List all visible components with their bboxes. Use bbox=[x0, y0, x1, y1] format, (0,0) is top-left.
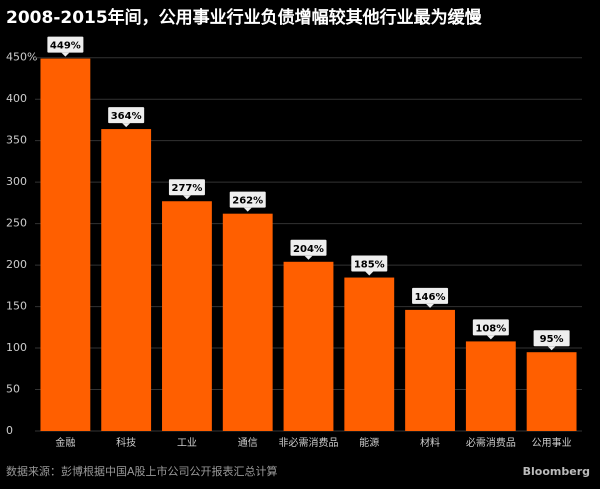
value-label-box bbox=[168, 179, 205, 196]
value-label: 449% bbox=[50, 41, 81, 52]
x-tick-label: 能源 bbox=[359, 436, 379, 449]
value-label-box bbox=[108, 107, 145, 124]
y-tick-label: 0 bbox=[6, 424, 13, 437]
y-tick-label: 450% bbox=[6, 51, 37, 64]
y-tick-label: 100 bbox=[6, 341, 27, 354]
brand: Bloomberg bbox=[523, 465, 590, 478]
x-tick-label: 非必需消费品 bbox=[279, 436, 339, 449]
value-label-box bbox=[47, 36, 84, 53]
value-label: 95% bbox=[540, 334, 564, 345]
y-tick-label: 300 bbox=[6, 175, 27, 188]
bar bbox=[162, 201, 212, 431]
value-label: 185% bbox=[354, 260, 385, 271]
value-label: 262% bbox=[232, 196, 263, 207]
value-label: 108% bbox=[475, 323, 506, 334]
x-tick-label: 材料 bbox=[420, 436, 440, 449]
y-tick-label: 200 bbox=[6, 258, 27, 271]
value-label: 364% bbox=[111, 111, 142, 122]
value-label-box bbox=[229, 191, 266, 208]
bar bbox=[222, 213, 273, 431]
value-label-box bbox=[533, 330, 570, 347]
y-tick-label: 400 bbox=[6, 92, 27, 105]
value-label: 204% bbox=[293, 244, 324, 255]
x-tick-label: 科技 bbox=[116, 436, 136, 449]
x-tick-label: 公用事业 bbox=[532, 436, 572, 449]
value-label-pointer bbox=[547, 346, 556, 351]
bar bbox=[283, 261, 334, 431]
bar bbox=[344, 277, 395, 431]
value-label-pointer bbox=[365, 271, 374, 276]
x-tick-label: 必需消费品 bbox=[466, 436, 516, 449]
value-label-pointer bbox=[304, 255, 313, 260]
bar bbox=[405, 309, 455, 431]
value-label-box bbox=[412, 287, 449, 304]
y-tick-label: 50 bbox=[6, 383, 20, 396]
value-label-pointer bbox=[182, 195, 191, 200]
value-label-pointer bbox=[61, 52, 70, 57]
bar bbox=[40, 58, 91, 431]
value-label-pointer bbox=[243, 207, 252, 212]
value-label-pointer bbox=[426, 303, 435, 308]
bar bbox=[465, 341, 516, 431]
x-tick-label: 工业 bbox=[177, 437, 197, 449]
y-tick-label: 150 bbox=[6, 300, 27, 313]
value-label-box bbox=[290, 239, 327, 256]
value-label-pointer bbox=[486, 335, 495, 340]
value-label-box bbox=[472, 319, 509, 336]
value-label-box bbox=[351, 255, 388, 272]
source-note: 数据来源：彭博根据中国A股上市公司公开报表汇总计算 bbox=[6, 464, 278, 478]
chart-title: 2008-2015年间，公用事业行业负债增幅较其他行业最为缓慢 bbox=[6, 7, 483, 28]
bar bbox=[526, 352, 577, 431]
x-tick-label: 金融 bbox=[55, 436, 75, 449]
y-tick-label: 250 bbox=[6, 217, 27, 230]
bar bbox=[101, 129, 152, 431]
value-label-pointer bbox=[122, 123, 131, 128]
x-tick-label: 通信 bbox=[238, 437, 258, 449]
value-label: 277% bbox=[171, 183, 202, 194]
y-tick-label: 350 bbox=[6, 134, 27, 147]
value-label: 146% bbox=[415, 292, 446, 303]
